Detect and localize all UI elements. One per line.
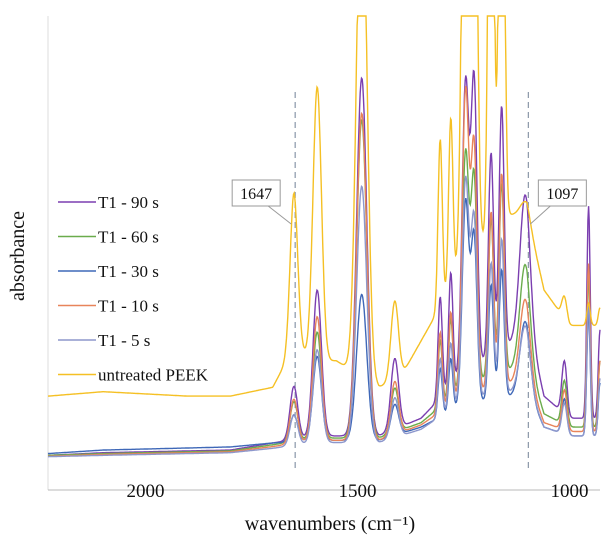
series-line-1: [48, 69, 601, 456]
callout-box-1647: [231, 179, 281, 207]
legend-label-2: T1 - 60 s: [98, 228, 159, 247]
legend: T1 - 90 s T1 - 60 s T1 - 30 s T1 - 10 s T1 -…: [58, 193, 209, 385]
x-axis-label: wavenumbers (cm⁻¹): [245, 513, 415, 535]
legend-label-3: T1 - 30 s: [98, 262, 159, 281]
callout-pointer-1647: [267, 205, 292, 225]
legend-label-1: T1 - 90 s: [98, 193, 159, 212]
x-tick-labels: 2000 1500 1000: [127, 481, 589, 502]
x-tick-1000: 1000: [550, 481, 588, 502]
legend-label-5: T1 - 5 s: [98, 331, 150, 350]
callout-box-1097: [537, 179, 587, 207]
reference-callouts: 1647 1097: [231, 179, 587, 225]
y-axis-label: absorbance: [7, 211, 29, 301]
series-line-6: [48, 15, 601, 397]
plot-area: 1647 1097: [47, 15, 601, 491]
series-line-5: [48, 175, 601, 458]
x-tick-1500: 1500: [338, 481, 376, 502]
x-tick-2000: 2000: [127, 481, 165, 502]
series-lines: [47, 15, 601, 458]
callout-label-1097: 1097: [546, 186, 578, 203]
legend-label-4: T1 - 10 s: [98, 297, 159, 316]
series-line-4: [48, 85, 601, 457]
callout-label-1647: 1647: [240, 186, 272, 203]
callout-pointer-1097: [530, 205, 551, 225]
legend-label-6: untreated PEEK: [98, 366, 209, 385]
